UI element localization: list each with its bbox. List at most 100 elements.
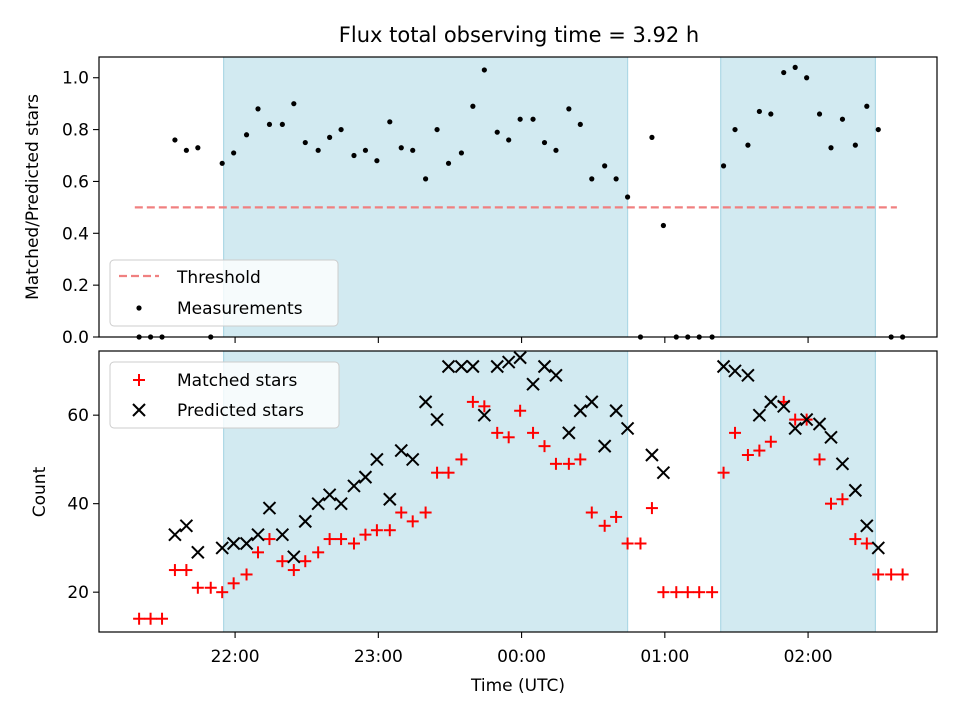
shaded-region-1 bbox=[720, 351, 876, 632]
measurement-point bbox=[530, 116, 536, 122]
predicted-star-point bbox=[526, 377, 540, 391]
y-tick-label: 0.6 bbox=[62, 172, 89, 192]
matched-star-point bbox=[562, 457, 575, 470]
measurement-point bbox=[410, 147, 416, 153]
matched-star-point bbox=[764, 435, 777, 448]
matched-star-point bbox=[204, 581, 217, 594]
matched-star-point bbox=[180, 564, 193, 577]
legend-predicted-label: Predicted stars bbox=[177, 401, 304, 421]
top-axes-frame bbox=[98, 56, 938, 338]
predicted-star-point bbox=[441, 359, 456, 374]
matched-star-point bbox=[836, 493, 849, 506]
measurement-point bbox=[351, 152, 357, 159]
measurement-point bbox=[434, 126, 440, 133]
matched-star-point bbox=[885, 568, 898, 581]
shaded-region-1 bbox=[720, 57, 876, 337]
predicted-star-point bbox=[741, 368, 755, 383]
matched-star-point bbox=[299, 555, 312, 568]
y-tick-label: 60 bbox=[67, 406, 89, 426]
predicted-star-point bbox=[394, 443, 408, 458]
measurement-point bbox=[494, 129, 500, 135]
predicted-star-point bbox=[573, 404, 588, 418]
predicted-star-point bbox=[752, 408, 767, 422]
predicted-star-point bbox=[788, 421, 802, 436]
predicted-star-point bbox=[764, 395, 778, 409]
matched-star-point bbox=[514, 404, 527, 417]
predicted-star-point bbox=[620, 421, 635, 436]
matched-star-point bbox=[491, 426, 504, 439]
predicted-star-point bbox=[334, 496, 348, 511]
measurement-point bbox=[589, 176, 595, 182]
measurement-point bbox=[864, 103, 870, 109]
predicted-star-point bbox=[226, 536, 241, 551]
legend-threshold-label: Threshold bbox=[176, 268, 261, 288]
matched-star-point bbox=[312, 546, 325, 559]
predicted-star-point bbox=[549, 368, 563, 383]
matched-star-point bbox=[585, 506, 598, 519]
predicted-star-point bbox=[406, 452, 420, 467]
bottom-panel: 20 40 60 22:00 23:00 00:00 01:00 02:00 Count T… bbox=[30, 350, 938, 696]
matched-star-point bbox=[419, 506, 432, 519]
predicted-star-point bbox=[191, 545, 205, 560]
measurement-point bbox=[470, 103, 476, 109]
matched-star-point bbox=[549, 457, 562, 470]
predicted-star-point bbox=[298, 514, 312, 529]
bottom-legend: Matched stars Predicted stars bbox=[109, 361, 340, 429]
predicted-star-point bbox=[454, 359, 469, 374]
measurement-point bbox=[517, 116, 523, 122]
matched-star-point bbox=[527, 426, 540, 439]
top-panel: 0.0 0.2 0.4 0.6 0.8 1.0 Matched/Predicted sta… bbox=[23, 56, 938, 348]
matched-star-point bbox=[657, 586, 670, 599]
figure-title: Flux total observing time = 3.92 h bbox=[339, 23, 699, 47]
measurement-point bbox=[828, 145, 834, 151]
matched-star-point bbox=[359, 528, 372, 541]
matched-star-point bbox=[383, 524, 396, 537]
top-y-axis-label: Matched/Predicted stars bbox=[23, 94, 43, 300]
matched-star-point bbox=[442, 466, 455, 479]
matched-star-point bbox=[406, 515, 419, 528]
matched-star-point bbox=[693, 586, 706, 599]
measurement-point bbox=[613, 176, 619, 182]
measurement-point bbox=[624, 194, 631, 200]
measurement-point bbox=[374, 158, 380, 164]
matched-star-point bbox=[610, 510, 623, 523]
predicted-star-point bbox=[383, 492, 397, 506]
predicted-star-point bbox=[347, 479, 361, 493]
measurement-point bbox=[649, 134, 655, 140]
x-tick-label: 00:00 bbox=[497, 647, 546, 667]
measurement-point bbox=[756, 108, 762, 115]
measurement-point bbox=[387, 119, 393, 125]
matched-star-point bbox=[670, 586, 683, 599]
x-tick-label: 01:00 bbox=[640, 647, 689, 667]
predicted-star-point bbox=[466, 359, 480, 374]
predicted-star-point bbox=[477, 408, 492, 422]
measurement-point bbox=[506, 137, 512, 143]
matched-star-point bbox=[168, 564, 181, 577]
predicted-star-point bbox=[585, 395, 599, 409]
x-axis-label: Time (UTC) bbox=[470, 676, 565, 696]
matched-star-point bbox=[789, 413, 802, 426]
predicted-star-point bbox=[609, 404, 623, 418]
matched-star-point bbox=[813, 453, 826, 466]
matched-star-point bbox=[347, 537, 360, 550]
matched-star-point bbox=[681, 586, 694, 599]
matched-star-point bbox=[706, 586, 719, 599]
measurement-point bbox=[445, 160, 452, 166]
legend-measurements-label: Measurements bbox=[177, 299, 303, 319]
y-tick-label: 0.8 bbox=[62, 121, 89, 141]
measurement-point bbox=[195, 145, 201, 151]
predicted-star-point bbox=[251, 527, 265, 542]
bottom-predicted-points bbox=[168, 350, 885, 564]
matched-star-point bbox=[133, 612, 146, 625]
measurement-point bbox=[720, 163, 727, 169]
matched-star-point bbox=[598, 519, 611, 532]
matched-star-point bbox=[227, 577, 240, 590]
predicted-star-point bbox=[799, 412, 814, 427]
matched-star-point bbox=[276, 555, 289, 568]
predicted-star-point bbox=[262, 501, 277, 515]
predicted-star-point bbox=[179, 519, 194, 533]
measurement-point bbox=[792, 64, 798, 70]
predicted-star-point bbox=[168, 527, 182, 542]
legend-measurements-swatch bbox=[136, 305, 142, 311]
